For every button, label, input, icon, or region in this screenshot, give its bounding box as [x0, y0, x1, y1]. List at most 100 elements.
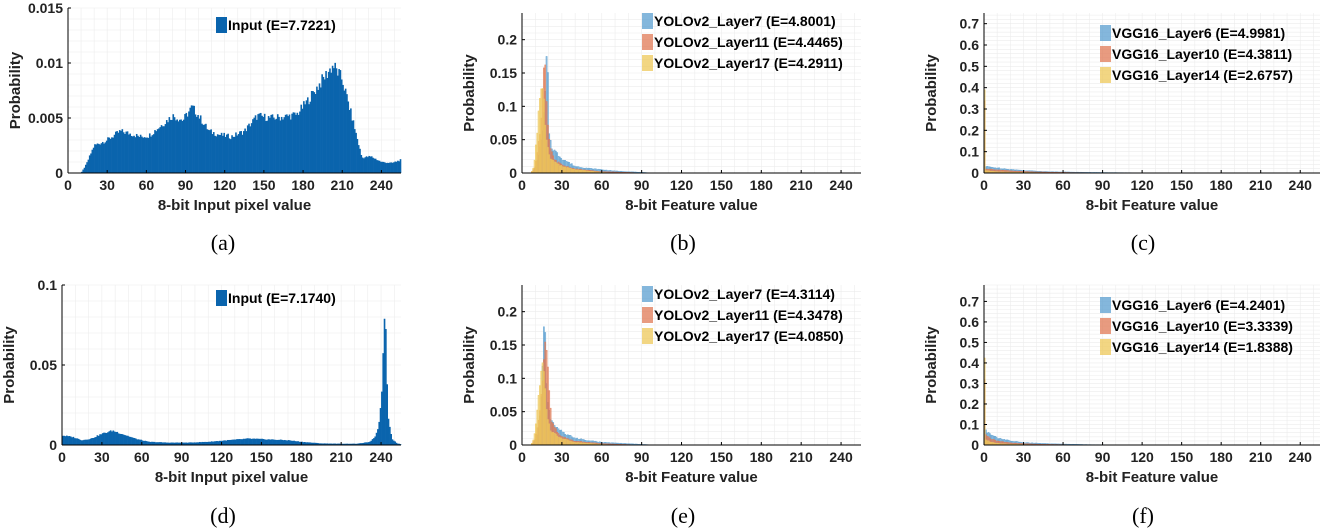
- x-tick-label: 0: [518, 177, 526, 193]
- caption-b: (b): [623, 230, 743, 256]
- histogram-bar: [570, 168, 571, 173]
- legend-label: VGG16_Layer6 (E=4.9981): [1112, 25, 1285, 41]
- y-tick-label: 0: [971, 437, 979, 453]
- x-tick-label: 30: [99, 177, 115, 193]
- histogram-bar: [546, 409, 547, 445]
- x-tick-label: 90: [1095, 177, 1111, 193]
- x-tick-label: 120: [1130, 449, 1154, 465]
- histogram-bar: [533, 168, 534, 173]
- legend-swatch: [642, 55, 653, 71]
- y-tick-label: 0: [49, 437, 57, 453]
- caption-a: (a): [163, 230, 283, 256]
- histogram-bar: [573, 169, 574, 173]
- histogram-bar: [565, 167, 566, 173]
- histogram-bar: [553, 432, 554, 445]
- histogram-bar: [538, 395, 539, 445]
- x-tick-label: 180: [750, 177, 774, 193]
- legend-swatch: [642, 328, 653, 344]
- histogram-bar: [543, 371, 544, 445]
- x-tick-label: 0: [58, 449, 66, 465]
- y-tick-label: 0.015: [28, 0, 63, 16]
- legend-label: VGG16_Layer10 (E=4.3811): [1112, 46, 1292, 62]
- y-tick-label: 0.1: [38, 277, 58, 293]
- histogram-bar: [542, 363, 543, 445]
- histogram-bar: [534, 434, 535, 445]
- x-tick-label: 180: [1209, 177, 1233, 193]
- y-tick-label: 0.3: [960, 101, 980, 117]
- y-axis-label: Probability: [7, 51, 24, 129]
- legend-label: VGG16_Layer14 (E=2.6757): [1112, 67, 1293, 83]
- x-tick-label: 0: [64, 177, 72, 193]
- legend-swatch: [1100, 67, 1111, 83]
- y-tick-label: 0.05: [490, 132, 517, 148]
- y-tick-label: 0.7: [960, 293, 980, 309]
- x-tick-label: 0: [980, 449, 988, 465]
- x-tick-label: 60: [594, 177, 610, 193]
- y-axis-label: Probability: [923, 326, 940, 404]
- y-tick-label: 0.05: [490, 404, 517, 420]
- y-tick-label: 0.5: [960, 58, 980, 74]
- x-tick-label: 120: [213, 177, 237, 193]
- legend-swatch: [1100, 318, 1111, 334]
- histogram-bar: [547, 147, 548, 173]
- histogram-bar: [988, 441, 989, 445]
- x-tick-label: 120: [670, 177, 694, 193]
- x-tick-label: 60: [594, 449, 610, 465]
- histogram-bar: [555, 434, 556, 445]
- histogram-bar: [563, 167, 564, 173]
- x-tick-label: 240: [1289, 449, 1313, 465]
- x-tick-label: 90: [178, 177, 194, 193]
- x-tick-label: 30: [1016, 449, 1032, 465]
- x-tick-label: 30: [554, 449, 570, 465]
- legend-swatch: [642, 286, 653, 302]
- x-tick-label: 180: [291, 177, 315, 193]
- histogram-bar: [545, 125, 546, 173]
- y-tick-label: 0.15: [490, 337, 517, 353]
- histogram-bar: [567, 167, 568, 173]
- y-tick-label: 0.2: [960, 122, 980, 138]
- x-tick-label: 0: [518, 449, 526, 465]
- y-tick-label: 0: [509, 165, 517, 181]
- histogram-bar: [533, 440, 534, 445]
- histogram-bar: [542, 88, 543, 173]
- x-tick-label: 240: [369, 449, 393, 465]
- x-tick-label: 240: [1289, 177, 1313, 193]
- legend-label: YOLOv2_Layer11 (E=4.3478): [654, 307, 843, 323]
- x-tick-label: 150: [710, 177, 734, 193]
- y-tick-label: 0.1: [498, 370, 518, 386]
- y-tick-label: 0.5: [960, 334, 980, 350]
- histogram-bar: [563, 439, 564, 445]
- caption-d: (d): [163, 503, 283, 529]
- histogram-bar: [541, 89, 542, 173]
- y-axis-label: Probability: [461, 326, 478, 404]
- legend-swatch: [642, 34, 653, 50]
- x-tick-label: 240: [829, 177, 853, 193]
- histogram-bar: [550, 431, 551, 445]
- histogram-bar: [571, 442, 572, 445]
- histogram-bar: [539, 98, 540, 173]
- x-tick-label: 180: [750, 449, 774, 465]
- histogram-bar: [557, 164, 558, 173]
- y-tick-label: 0.05: [30, 357, 57, 373]
- histogram-bar: [559, 438, 560, 445]
- x-tick-label: 210: [789, 177, 813, 193]
- x-tick-label: 90: [634, 177, 650, 193]
- y-tick-label: 0.6: [960, 314, 980, 330]
- x-axis-label: 8-bit Feature value: [625, 469, 758, 486]
- x-axis-label: 8-bit Feature value: [625, 197, 758, 214]
- histogram-bar: [549, 155, 550, 173]
- histogram-bar: [553, 160, 554, 173]
- x-axis-label: 8-bit Feature value: [1086, 197, 1219, 214]
- histogram-bar: [545, 389, 546, 445]
- histogram-bar: [566, 168, 567, 173]
- x-tick-label: 180: [1209, 449, 1233, 465]
- histogram-bar: [551, 160, 552, 173]
- histogram-bar: [555, 162, 556, 173]
- x-tick-label: 30: [94, 449, 110, 465]
- y-tick-label: 0: [55, 165, 63, 181]
- x-tick-label: 60: [1055, 177, 1071, 193]
- histogram-bar: [565, 439, 566, 445]
- histogram-bar: [557, 436, 558, 445]
- x-tick-label: 120: [210, 449, 234, 465]
- legend-swatch: [1100, 46, 1111, 62]
